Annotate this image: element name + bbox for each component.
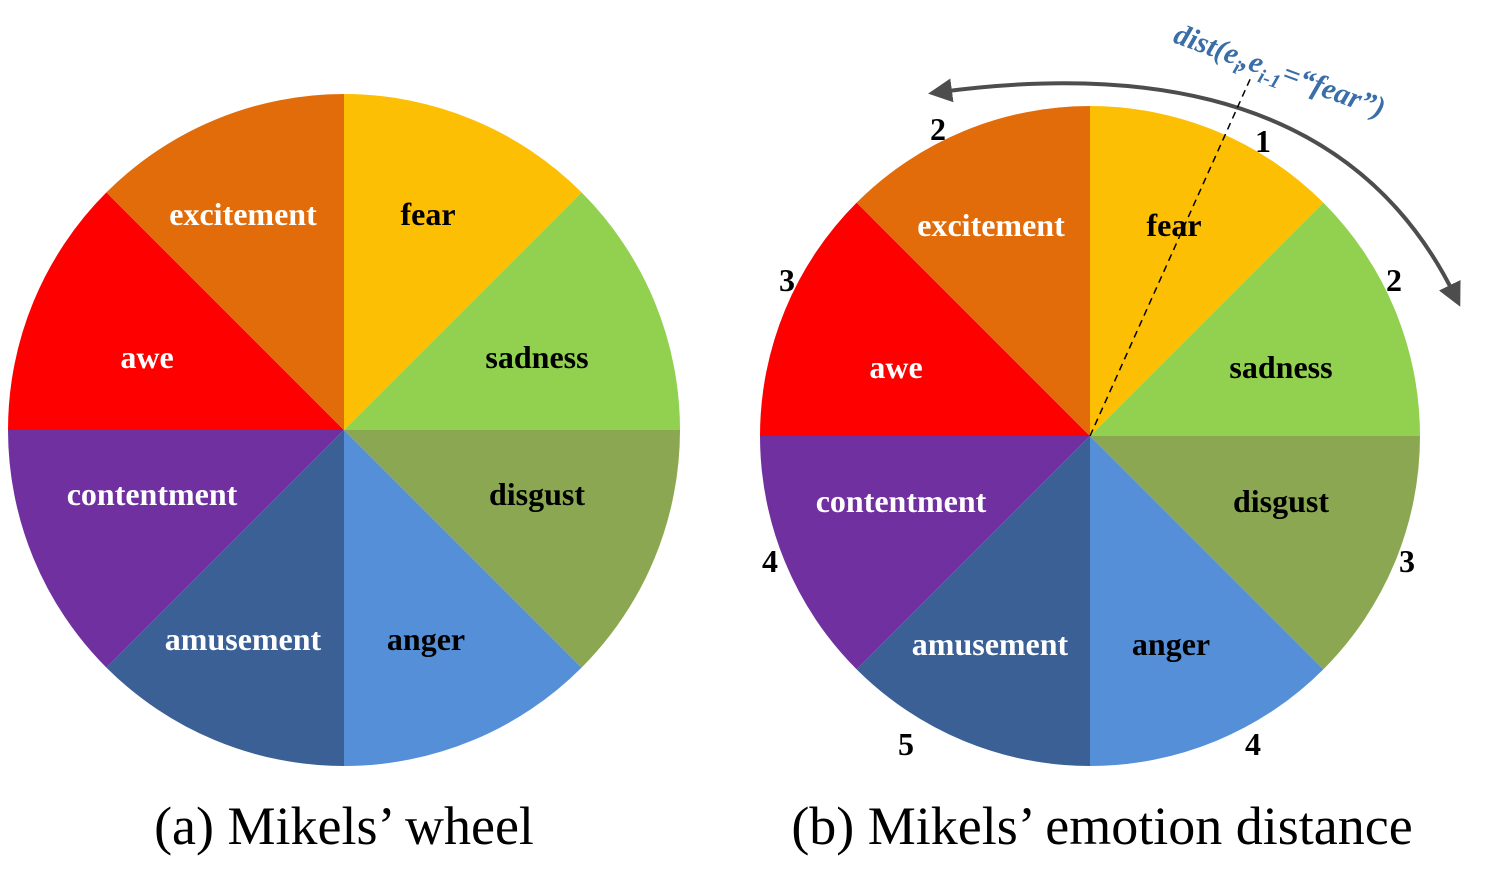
caption-b: (b) Mikels’ emotion distance (791, 796, 1412, 856)
wheel-a-segment-anger (344, 430, 582, 766)
wheel-b-label-disgust: disgust (1233, 483, 1329, 519)
distance-fear: 1 (1255, 123, 1271, 159)
wheel-b-label-awe: awe (869, 349, 922, 385)
wheel-b-label-anger: anger (1132, 626, 1210, 662)
wheel-a-label-contentment: contentment (67, 476, 238, 512)
distance-arrow (928, 78, 1461, 307)
wheel-a-segment-sadness (344, 192, 680, 430)
wheel-a-label-awe: awe (120, 339, 173, 375)
wheel-a-segment-awe (8, 192, 344, 430)
wheel-a-label-amusement: amusement (165, 621, 322, 657)
distance-numbers: 1 2 3 4 5 4 3 2 (762, 111, 1415, 762)
wheel-b-label-amusement: amusement (912, 626, 1069, 662)
wheel-b-segment-contentment (760, 436, 1090, 670)
wheel-b-segment-amusement (856, 436, 1090, 766)
wheel-a-segment-excitement (106, 94, 344, 430)
wheel-a-segment-fear (344, 94, 582, 430)
caption-a: (a) Mikels’ wheel (154, 796, 534, 856)
wheel-a-label-anger: anger (387, 621, 465, 657)
wheel-b-segment-awe (760, 202, 1090, 436)
distance-excitement: 2 (930, 111, 946, 147)
distance-disgust: 3 (1399, 543, 1415, 579)
distance-anger: 4 (1245, 726, 1261, 762)
wheel-a-segment-disgust (344, 430, 680, 668)
distance-formula: dist(ei,ei-1=“fear”) (1168, 18, 1390, 131)
wheel-b-segment-disgust (1090, 436, 1420, 670)
wheel-a-label-excitement: excitement (169, 196, 317, 232)
distance-sadness: 2 (1386, 262, 1402, 298)
wheel-a-segment-contentment (8, 430, 344, 668)
distance-contentment: 4 (762, 543, 778, 579)
wheel-b-label-fear: fear (1146, 207, 1201, 243)
wheel-a-label-disgust: disgust (489, 476, 585, 512)
wheel-a-label-fear: fear (400, 196, 455, 232)
wheel-b-label-contentment: contentment (816, 483, 987, 519)
wheel-b-label-sadness: sadness (1229, 349, 1332, 385)
wheel-a-segment-amusement (106, 430, 344, 766)
dashed-radius-line (1089, 74, 1253, 437)
distance-awe: 3 (779, 262, 795, 298)
wheel-b-label-excitement: excitement (917, 207, 1065, 243)
mikels-wheel: fear sadness disgust anger amusement contentm… (8, 94, 680, 766)
wheel-b-segment-anger (1090, 436, 1324, 766)
wheel-a-label-sadness: sadness (485, 339, 588, 375)
distance-amusement: 5 (898, 726, 914, 762)
